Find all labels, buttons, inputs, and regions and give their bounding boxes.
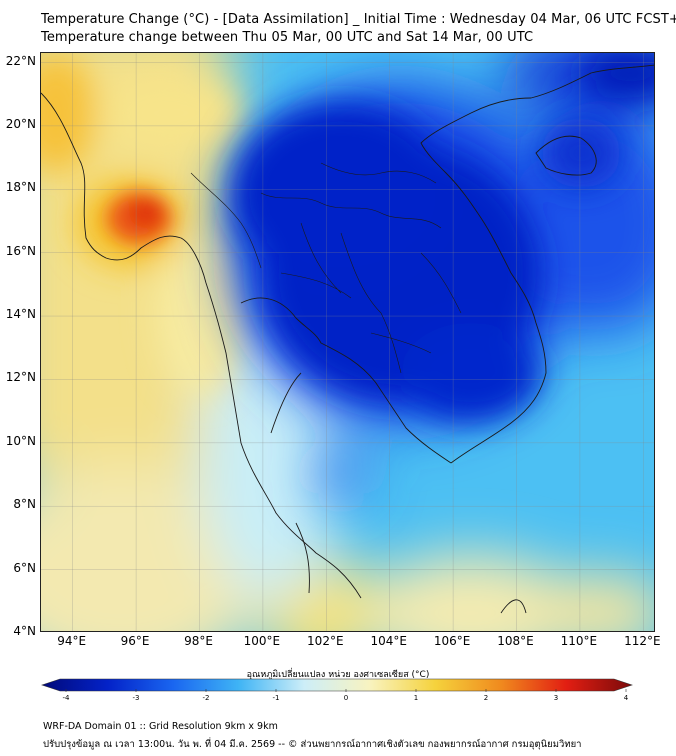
lat-label: 4°N xyxy=(13,624,36,638)
colorbar-tick-label: 4 xyxy=(623,694,629,702)
field-hot-spot xyxy=(107,192,171,244)
lon-label: 96°E xyxy=(120,634,150,648)
lat-label: 8°N xyxy=(13,497,36,512)
lat-label: 20°N xyxy=(5,116,36,131)
colorbar-title: อุณหภูมิเปลี่ยนแปลง หน่วย องศาเซลเซียส (… xyxy=(246,670,430,680)
colorbar-tick-label: 1 xyxy=(413,694,419,702)
colorbar-ticks xyxy=(65,689,627,692)
colorbar-ramp xyxy=(41,678,633,692)
lat-label: 16°N xyxy=(5,243,36,258)
coastlines xyxy=(41,64,654,614)
footer-model-info: WRF-DA Domain 01 :: Grid Resolution 9km … xyxy=(43,721,278,732)
lat-label: 14°N xyxy=(5,307,36,322)
lat-label: 22°N xyxy=(5,53,36,68)
field-cold-core xyxy=(231,53,654,423)
map-canvas xyxy=(41,53,654,631)
lat-label: 10°N xyxy=(5,433,36,448)
lon-label: 94°E xyxy=(57,634,87,648)
colorbar-tick-label: 0 xyxy=(343,694,349,702)
footer-credits: ปรับปรุงข้อมูล ณ เวลา 13:00น. วัน พ. ที่… xyxy=(43,739,582,750)
graticule xyxy=(41,53,654,631)
chart-title: Temperature Change (°C) - [Data Assimila… xyxy=(41,12,676,27)
lat-label: 12°N xyxy=(5,370,36,385)
lon-label: 98°E xyxy=(184,634,213,648)
colorbar-tick-label: -1 xyxy=(272,694,280,702)
lon-label: 102°E xyxy=(307,634,344,648)
lat-label: 18°N xyxy=(5,180,36,195)
chart-subtitle: Temperature change between Thu 05 Mar, 0… xyxy=(41,30,534,45)
colorbar-tick-label: 3 xyxy=(553,694,559,702)
lon-label: 112°E xyxy=(624,634,661,648)
lat-label: 6°N xyxy=(13,560,36,575)
admin-borders xyxy=(190,162,462,374)
colorbar-tick-label: 2 xyxy=(483,694,489,702)
colorbar-tick-label: -4 xyxy=(62,694,70,702)
lon-label: 104°E xyxy=(370,634,407,648)
colorbar-tick-label: -2 xyxy=(202,694,210,702)
lon-label: 108°E xyxy=(497,634,534,648)
lon-label: 100°E xyxy=(243,634,281,648)
colorbar xyxy=(41,678,633,692)
lon-label: 110°E xyxy=(560,634,598,648)
lon-label: 106°E xyxy=(433,634,471,648)
temperature-change-map[interactable] xyxy=(40,52,655,632)
colorbar-tick-label: -3 xyxy=(132,694,140,702)
